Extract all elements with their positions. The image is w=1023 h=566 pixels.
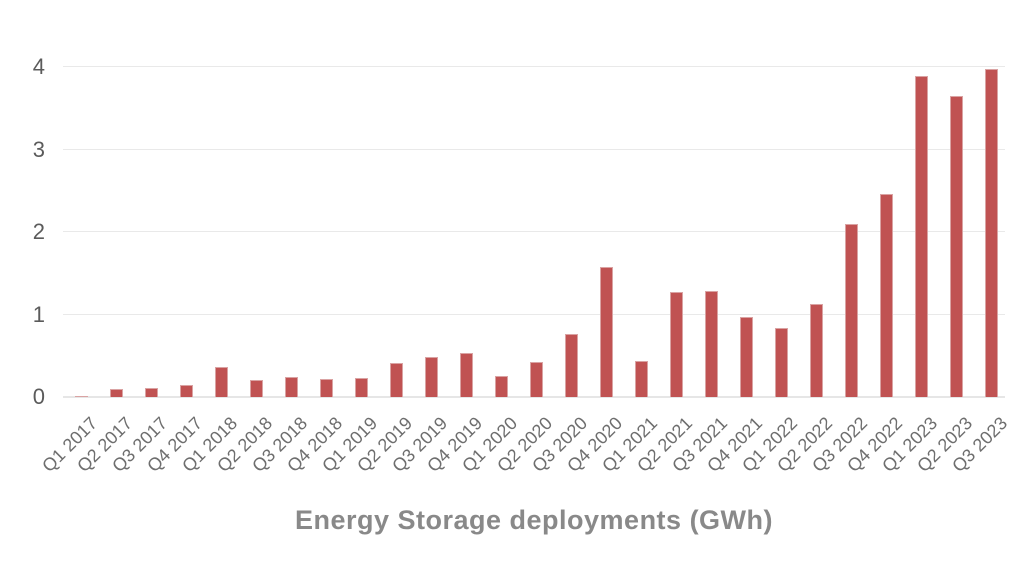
y-tick-label: 4 [32, 54, 45, 80]
y-tick-label: 1 [32, 301, 45, 327]
bar-q1-2017[interactable] [74, 396, 88, 397]
gridline [63, 231, 1005, 233]
bar-q1-2020[interactable] [494, 375, 508, 397]
gridline [63, 148, 1005, 150]
bar-q1-2023[interactable] [914, 76, 928, 397]
plot-area [63, 49, 1005, 398]
bar-q2-2018[interactable] [249, 379, 263, 397]
bar-q4-2019[interactable] [459, 353, 473, 397]
bar-q4-2022[interactable] [879, 194, 893, 397]
bar-q4-2021[interactable] [739, 317, 753, 397]
bar-q2-2020[interactable] [529, 362, 543, 397]
bar-q2-2023[interactable] [949, 96, 963, 397]
bar-q1-2021[interactable] [634, 360, 648, 397]
bar-q2-2021[interactable] [669, 292, 683, 397]
y-axis: 0 1 2 3 4 [0, 49, 45, 409]
y-tick-label: 2 [32, 219, 45, 245]
bar-q3-2017[interactable] [144, 387, 158, 397]
bar-q1-2019[interactable] [354, 378, 368, 397]
bar-q3-2023[interactable] [984, 69, 998, 397]
bar-q3-2020[interactable] [564, 334, 578, 397]
bar-q4-2017[interactable] [179, 385, 193, 397]
bar-q3-2018[interactable] [284, 377, 298, 397]
y-tick-label: 0 [32, 384, 45, 409]
bar-q3-2021[interactable] [704, 290, 718, 397]
bar-q1-2018[interactable] [214, 366, 228, 397]
bar-q4-2020[interactable] [599, 266, 613, 397]
gridline [63, 313, 1005, 315]
y-tick-label: 3 [32, 136, 45, 162]
bar-q2-2017[interactable] [109, 388, 123, 397]
gridline [63, 66, 1005, 68]
chart-title: Energy Storage deployments (GWh) [294, 505, 774, 535]
x-axis-baseline [63, 396, 1005, 398]
x-axis: Q1 2017 Q2 2017 Q3 2017 Q4 2017 Q1 2018 Q2 20… [38, 398, 1011, 503]
bar-q4-2018[interactable] [319, 378, 333, 397]
bar-q2-2019[interactable] [389, 363, 403, 397]
bar-q2-2022[interactable] [809, 303, 823, 397]
bar-q1-2022[interactable] [774, 327, 788, 397]
bar-q3-2022[interactable] [844, 223, 858, 397]
bar-q3-2019[interactable] [424, 357, 438, 397]
